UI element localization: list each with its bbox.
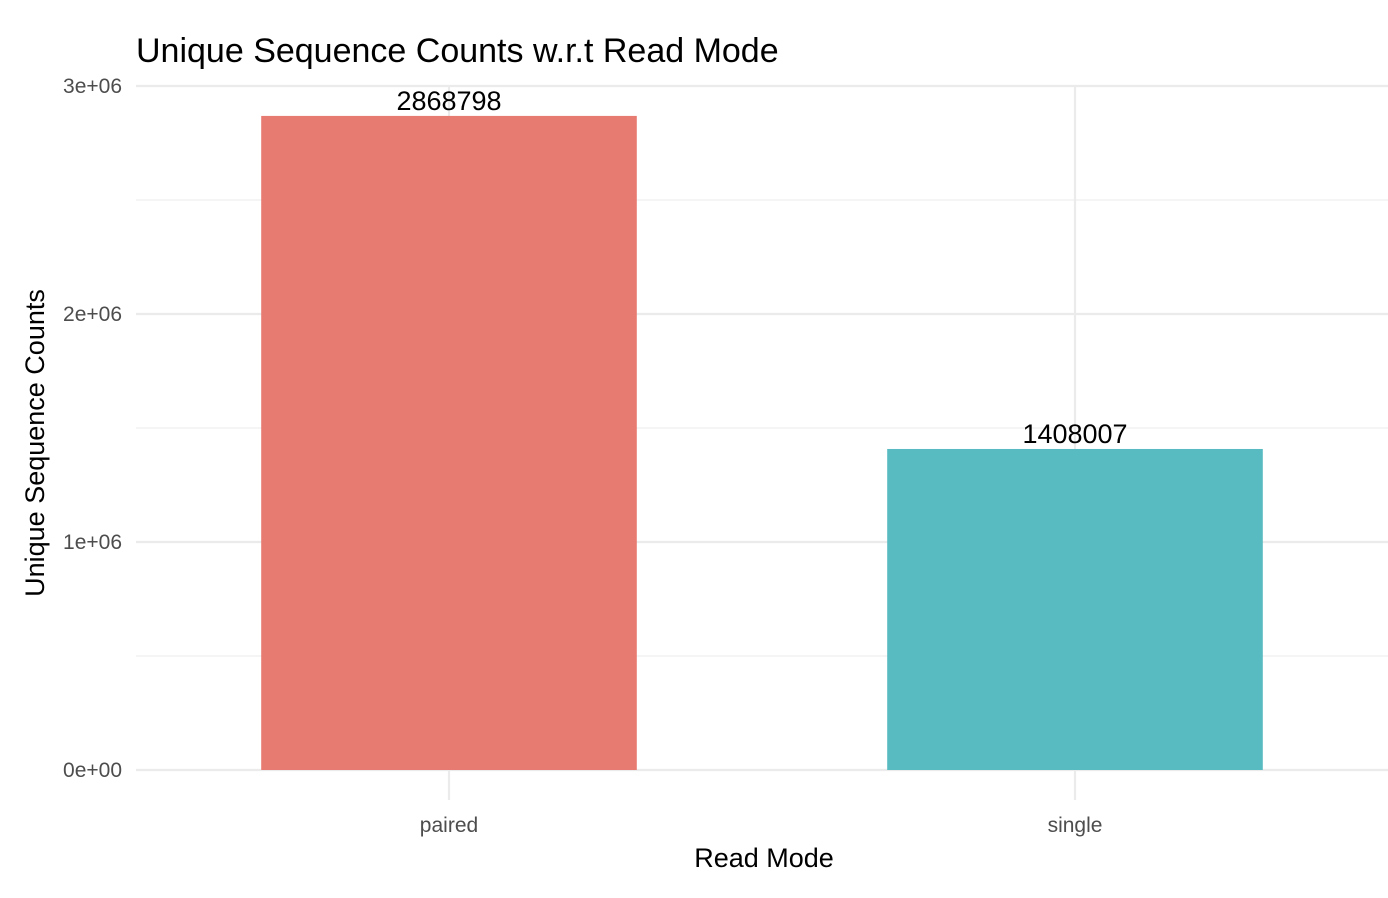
- y-tick-label: 2e+06: [63, 303, 122, 326]
- data-label-single: 1408007: [1022, 419, 1127, 449]
- x-tick-label: paired: [420, 814, 478, 837]
- y-axis-ticks: 0e+00 1e+06 2e+06 3e+06: [63, 75, 122, 782]
- y-tick-label: 0e+00: [63, 759, 122, 782]
- bars: [261, 115, 1263, 770]
- bar-paired: [261, 115, 637, 770]
- y-axis-title: Unique Sequence Counts: [20, 289, 50, 597]
- x-axis-title: Read Mode: [694, 843, 834, 873]
- x-axis-ticks: paired single: [420, 814, 1103, 837]
- data-labels: 2868798 1408007: [396, 86, 1127, 449]
- data-label-paired: 2868798: [396, 86, 501, 116]
- y-tick-label: 1e+06: [63, 531, 122, 554]
- x-tick-label: single: [1048, 814, 1103, 837]
- bar-single: [887, 448, 1263, 770]
- chart-title: Unique Sequence Counts w.r.t Read Mode: [136, 32, 779, 70]
- y-tick-label: 3e+06: [63, 75, 122, 98]
